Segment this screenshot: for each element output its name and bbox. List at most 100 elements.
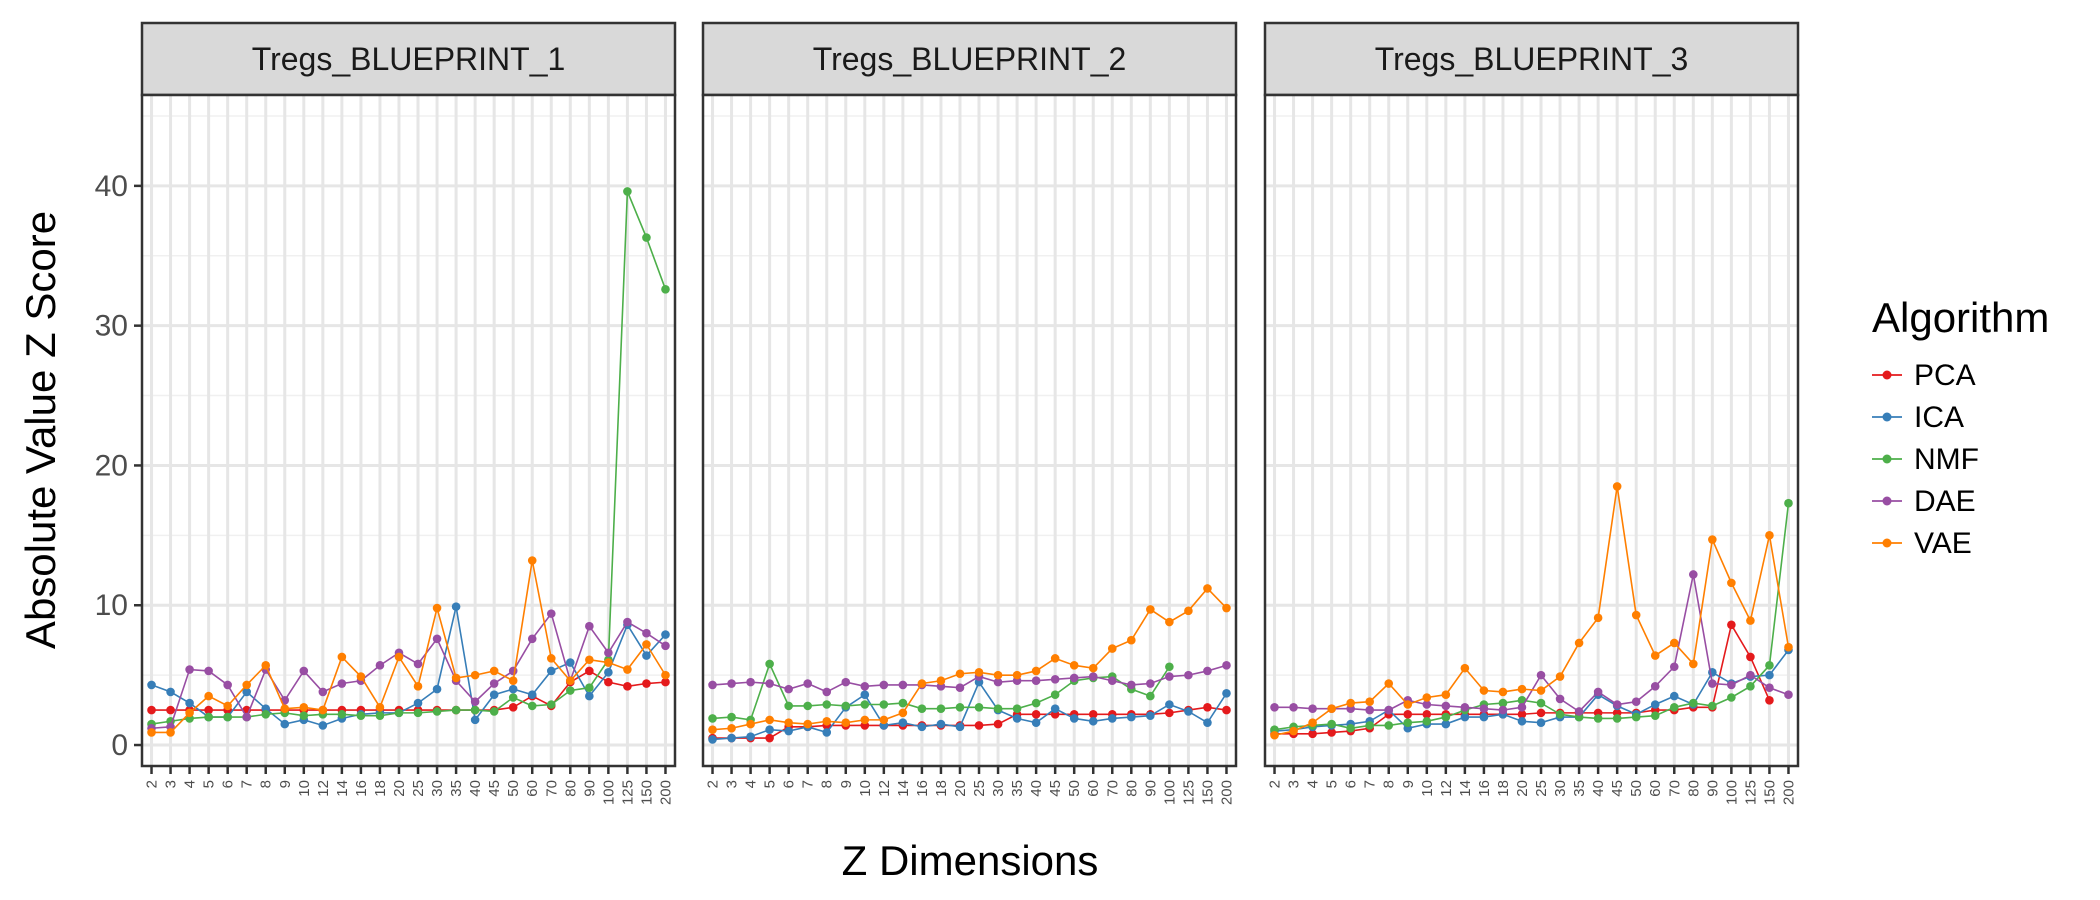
data-point	[1403, 700, 1413, 709]
data-point	[147, 705, 156, 715]
data-point	[223, 712, 232, 722]
data-point	[1631, 697, 1641, 706]
data-point	[375, 661, 385, 670]
legend-label: PCA	[1914, 359, 1976, 392]
panel-3: Tregs_BLUEPRINT_32 3 4 5 6 7 8 9 10 12 14 16 18 20 25 3…	[1263, 21, 1800, 805]
data-point	[746, 719, 755, 729]
x-tick-label: 60	[1647, 780, 1664, 797]
data-point	[261, 709, 271, 719]
data-point	[1650, 682, 1660, 691]
data-point	[1222, 603, 1231, 613]
data-point	[898, 718, 908, 727]
data-point	[337, 652, 347, 662]
data-point	[1441, 719, 1451, 729]
series-line	[712, 706, 1227, 739]
data-point	[1365, 705, 1374, 715]
data-point	[1308, 718, 1317, 727]
x-tick-label: 200	[1218, 780, 1235, 805]
data-point	[508, 684, 518, 694]
x-tick-label: 20	[952, 780, 969, 797]
data-point	[1127, 635, 1136, 645]
x-tick-label: 150	[1761, 780, 1778, 805]
data-point	[860, 715, 870, 725]
data-point	[585, 655, 594, 665]
x-tick-label: 100	[1723, 780, 1740, 805]
data-point	[1784, 498, 1793, 508]
legend-title: Algorithm	[1872, 294, 2049, 341]
x-tick-label: 12	[1438, 780, 1455, 797]
data-point	[1222, 705, 1231, 715]
data-point	[1784, 690, 1793, 700]
data-point	[879, 680, 889, 690]
legend-label: NMF	[1914, 443, 1979, 476]
data-point	[470, 705, 480, 715]
data-point	[242, 712, 251, 722]
series-line	[712, 680, 1228, 741]
data-point	[1765, 695, 1774, 705]
data-point	[394, 652, 404, 662]
data-point	[1012, 704, 1022, 713]
data-point	[1165, 672, 1174, 681]
data-point	[1289, 726, 1298, 736]
data-point	[784, 701, 793, 711]
data-point	[661, 670, 670, 680]
panel-title: Tregs_BLUEPRINT_2	[813, 41, 1127, 77]
x-tick-label: 8	[1381, 780, 1398, 788]
data-point	[204, 691, 213, 701]
series-line	[1274, 486, 1790, 737]
data-point	[546, 654, 556, 663]
legend-items: PCA ICA NMF DAE VAE	[1872, 359, 1979, 560]
data-point	[1650, 700, 1660, 709]
x-tick-label: 3	[163, 780, 180, 788]
x-tick-label: 25	[410, 780, 427, 797]
y-axis: 0 10 20 30 40	[95, 170, 142, 762]
data-point	[604, 668, 613, 677]
data-point	[508, 702, 518, 712]
data-point	[604, 658, 613, 667]
data-point	[1422, 716, 1432, 726]
x-tick-label: 35	[1571, 780, 1588, 797]
data-point	[1517, 684, 1527, 694]
x-tick-label: 4	[182, 780, 199, 788]
x-tick-label: 60	[1085, 780, 1102, 797]
data-point	[1555, 709, 1565, 719]
data-point	[1384, 721, 1394, 730]
data-point	[1127, 712, 1136, 722]
data-point	[803, 719, 812, 729]
data-point	[451, 705, 461, 715]
data-point	[432, 707, 442, 716]
data-point	[1327, 704, 1336, 713]
data-point	[1050, 690, 1060, 700]
data-point	[413, 682, 423, 691]
data-point	[1107, 676, 1117, 686]
legend-key-point	[1882, 370, 1892, 380]
data-point	[166, 705, 175, 715]
series-line	[1274, 503, 1790, 731]
data-point	[1069, 673, 1079, 683]
x-tick-label: 18	[1495, 780, 1512, 797]
y-tick-label: 40	[95, 170, 128, 203]
data-point	[585, 621, 594, 631]
data-point	[784, 726, 793, 736]
data-point	[765, 715, 774, 725]
x-tick-label: 9	[838, 780, 855, 788]
data-point	[280, 719, 290, 729]
data-point	[1203, 584, 1212, 593]
data-point	[955, 683, 965, 693]
data-point	[1727, 578, 1736, 588]
data-point	[280, 704, 290, 713]
data-point	[432, 634, 442, 644]
x-tick-label: 5	[1324, 780, 1341, 788]
data-point	[1270, 702, 1279, 712]
data-point	[1593, 714, 1603, 723]
data-point	[508, 666, 518, 676]
x-tick-label: 3	[724, 780, 741, 788]
x-tick-label: 6	[220, 780, 237, 788]
data-point	[413, 698, 423, 708]
data-point	[955, 722, 965, 732]
data-point	[489, 666, 499, 676]
data-point	[974, 721, 984, 730]
data-point	[708, 725, 717, 734]
data-point	[936, 704, 946, 713]
x-tick-label: 125	[1742, 780, 1759, 805]
